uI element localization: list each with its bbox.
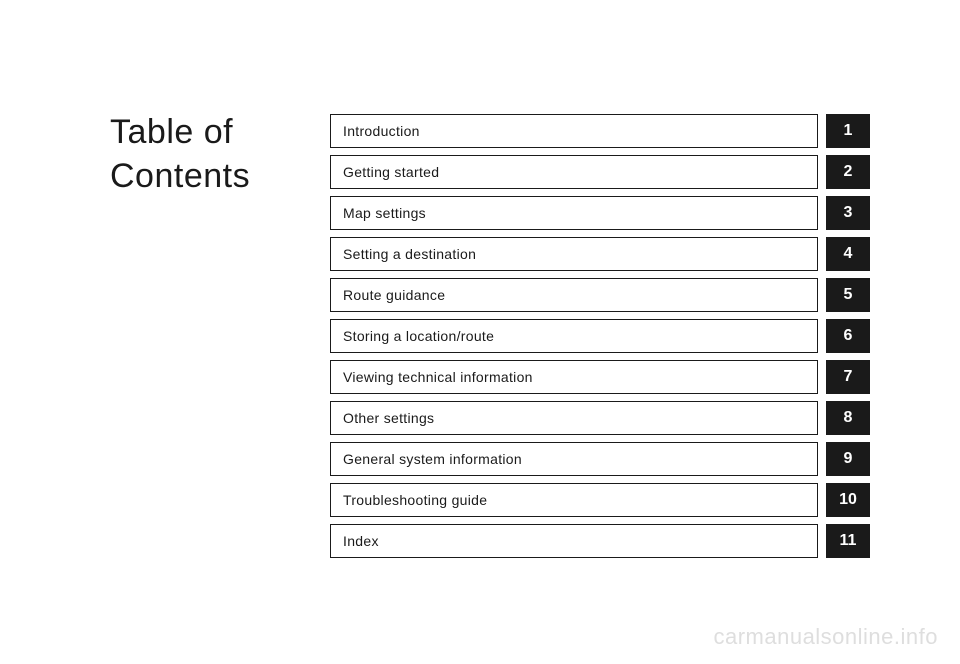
- toc-label: Getting started: [330, 155, 818, 189]
- toc-tab: 10: [826, 483, 870, 517]
- title-line-2: Contents: [110, 157, 250, 195]
- toc-tab: 8: [826, 401, 870, 435]
- toc-tab: 2: [826, 155, 870, 189]
- toc-label: General system information: [330, 442, 818, 476]
- toc-row[interactable]: Route guidance 5: [330, 278, 870, 312]
- toc-row[interactable]: Index 11: [330, 524, 870, 558]
- watermark-text: carmanualsonline.info: [713, 624, 938, 650]
- toc-row[interactable]: Introduction 1: [330, 114, 870, 148]
- toc-label: Other settings: [330, 401, 818, 435]
- toc-label: Map settings: [330, 196, 818, 230]
- toc-tab: 4: [826, 237, 870, 271]
- toc-tab: 11: [826, 524, 870, 558]
- toc-label: Index: [330, 524, 818, 558]
- toc-row[interactable]: Other settings 8: [330, 401, 870, 435]
- toc-tab: 5: [826, 278, 870, 312]
- toc-row[interactable]: Map settings 3: [330, 196, 870, 230]
- toc-label: Route guidance: [330, 278, 818, 312]
- toc-row[interactable]: Viewing technical information 7: [330, 360, 870, 394]
- toc-tab: 9: [826, 442, 870, 476]
- toc-row[interactable]: Getting started 2: [330, 155, 870, 189]
- toc-label: Viewing technical information: [330, 360, 818, 394]
- toc-label: Storing a location/route: [330, 319, 818, 353]
- toc-tab: 1: [826, 114, 870, 148]
- toc-list: Introduction 1 Getting started 2 Map set…: [330, 114, 870, 565]
- toc-row[interactable]: Setting a destination 4: [330, 237, 870, 271]
- toc-row[interactable]: Troubleshooting guide 10: [330, 483, 870, 517]
- toc-tab: 3: [826, 196, 870, 230]
- toc-label: Setting a destination: [330, 237, 818, 271]
- toc-tab: 7: [826, 360, 870, 394]
- toc-tab: 6: [826, 319, 870, 353]
- toc-row[interactable]: General system information 9: [330, 442, 870, 476]
- page-title: Table of Contents: [110, 110, 250, 198]
- toc-label: Introduction: [330, 114, 818, 148]
- toc-row[interactable]: Storing a location/route 6: [330, 319, 870, 353]
- toc-label: Troubleshooting guide: [330, 483, 818, 517]
- title-line-1: Table of: [110, 113, 233, 151]
